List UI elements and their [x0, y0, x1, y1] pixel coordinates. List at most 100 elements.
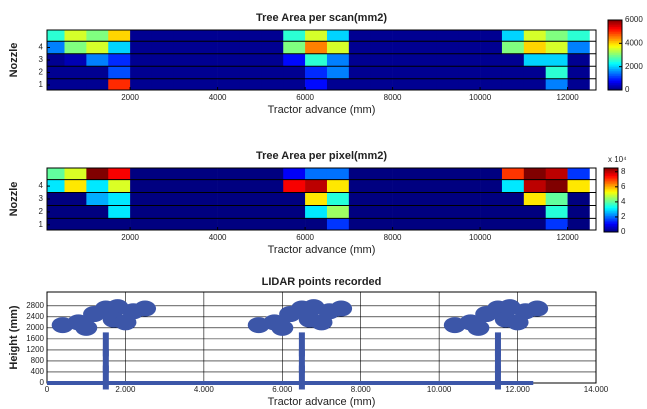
heat-cell — [64, 193, 86, 206]
heat-cell — [502, 193, 524, 206]
heat-cell — [43, 54, 65, 67]
heat-cell — [130, 205, 152, 218]
heat-cell — [524, 167, 546, 180]
heat-cell — [436, 29, 458, 42]
x-tick-label: 14.000 — [584, 385, 609, 394]
heat-cell — [108, 41, 130, 54]
x-axis-label: Tractor advance (mm) — [268, 244, 376, 256]
heat-cell — [436, 41, 458, 54]
heat-cell — [458, 66, 480, 79]
heat-cell — [196, 66, 218, 79]
colorbar-tick-label: 0 — [621, 227, 626, 236]
heat-cell — [349, 29, 371, 42]
heat-cell — [64, 167, 86, 180]
heat-cell — [458, 180, 480, 193]
x-tick-label: 2.000 — [115, 385, 136, 394]
heat-cell — [524, 193, 546, 206]
heat-cell — [239, 180, 261, 193]
heat-cell — [371, 29, 393, 42]
heat-cell — [393, 41, 415, 54]
heat-cell — [393, 193, 415, 206]
figure: Tree Area per scan(mm2)Nozzle20004000600… — [0, 0, 647, 409]
colorbar-multiplier: x 10⁴ — [608, 155, 627, 164]
x-tick-label: 6000 — [296, 233, 314, 242]
heat-cell — [393, 167, 415, 180]
heat-cell — [64, 41, 86, 54]
heat-cell — [502, 205, 524, 218]
heat-cell — [43, 205, 65, 218]
heat-cell — [393, 66, 415, 79]
heat-cell — [568, 193, 590, 206]
heat-cell — [436, 66, 458, 79]
colorbar-tick-label: 2000 — [625, 62, 643, 71]
heatmap-cells — [43, 29, 590, 92]
heat-cell — [130, 54, 152, 67]
heat-cell — [305, 193, 327, 206]
heat-cell — [261, 193, 283, 206]
heat-cell — [108, 205, 130, 218]
heat-cell — [327, 205, 349, 218]
heat-cell — [283, 205, 305, 218]
heat-cell — [393, 54, 415, 67]
heat-cell — [546, 66, 568, 79]
heat-cell — [480, 193, 502, 206]
heat-cell — [371, 54, 393, 67]
heat-cell — [458, 54, 480, 67]
heat-cell — [130, 193, 152, 206]
heat-cell — [196, 29, 218, 42]
x-tick-label: 12000 — [556, 233, 579, 242]
heat-cell — [43, 29, 65, 42]
heat-cell — [502, 167, 524, 180]
heat-cell — [261, 167, 283, 180]
heat-cell — [546, 54, 568, 67]
heat-cell — [239, 66, 261, 79]
heat-cell — [414, 29, 436, 42]
heat-cell — [239, 41, 261, 54]
x-tick-label: 10000 — [469, 93, 492, 102]
heat-cell — [458, 41, 480, 54]
heat-cell — [524, 41, 546, 54]
heat-cell — [43, 167, 65, 180]
heat-cell — [458, 29, 480, 42]
heat-cell — [108, 167, 130, 180]
heat-cell — [196, 180, 218, 193]
heat-cell — [261, 66, 283, 79]
chart-title: Tree Area per pixel(mm2) — [256, 150, 387, 162]
lidar-point — [103, 332, 109, 356]
heat-cell — [152, 193, 174, 206]
heat-cell — [480, 66, 502, 79]
heat-cell — [371, 41, 393, 54]
heat-cell — [349, 167, 371, 180]
heat-cell — [174, 66, 196, 79]
heat-cell — [327, 66, 349, 79]
heat-cell — [480, 54, 502, 67]
y-tick-label: 3 — [39, 55, 44, 64]
chart-title: LIDAR points recorded — [262, 276, 382, 288]
heat-cell — [546, 29, 568, 42]
heat-cell — [546, 193, 568, 206]
heat-cell — [196, 167, 218, 180]
heat-cell — [546, 205, 568, 218]
heat-cell — [502, 66, 524, 79]
heat-cell — [218, 66, 240, 79]
heat-cell — [305, 29, 327, 42]
heat-cell — [349, 205, 371, 218]
heat-cell — [283, 29, 305, 42]
x-tick-label: 10.000 — [427, 385, 452, 394]
heat-cell — [261, 180, 283, 193]
heat-cell — [568, 167, 590, 180]
colorbar-tick-label: 8 — [621, 167, 626, 176]
heat-cell — [327, 167, 349, 180]
heat-cell — [327, 180, 349, 193]
y-tick-label: 2800 — [26, 301, 44, 310]
heat-cell — [502, 29, 524, 42]
heat-cell — [43, 180, 65, 193]
heat-cell — [546, 167, 568, 180]
heat-cell — [502, 41, 524, 54]
heat-cell — [480, 180, 502, 193]
heat-cell — [218, 54, 240, 67]
heat-cell — [108, 66, 130, 79]
heat-cell — [108, 29, 130, 42]
heat-cell — [174, 167, 196, 180]
heat-cell — [174, 193, 196, 206]
